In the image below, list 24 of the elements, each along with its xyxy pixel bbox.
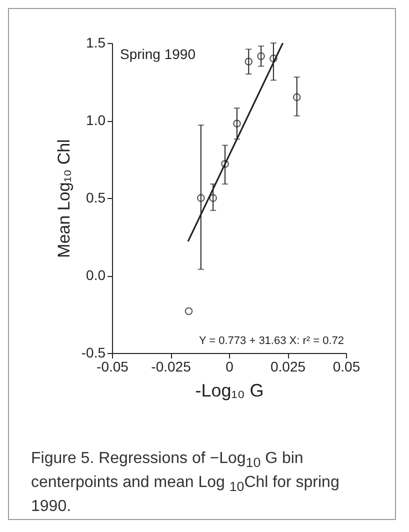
y-tick-label: 1.0 — [86, 112, 106, 128]
x-tick-label: -0.05 — [96, 358, 129, 374]
y-tick-label: 0.0 — [86, 267, 106, 283]
point — [209, 194, 218, 202]
y-tick-label: 1.5 — [86, 34, 106, 50]
point — [184, 307, 193, 316]
point — [196, 194, 205, 202]
x-tick-label: 0.025 — [270, 358, 306, 374]
text: Figure 5. Regressions of −Log$_{10}$ G bin centerpoints and mean Log $_{10}$Chl for spring 1990. — [31, 450, 340, 516]
x-tick-label: -0.025 — [151, 358, 192, 374]
y-tick-label: 0.5 — [86, 190, 106, 206]
point — [292, 93, 301, 102]
annotation: Spring 1990 — [120, 46, 196, 62]
x-axis-title: -Log₁₀ G — [195, 380, 264, 400]
annotation: Y = 0.773 + 31.63 X: r² = 0.72 — [198, 335, 344, 347]
point — [233, 120, 241, 128]
point — [270, 54, 278, 62]
point — [221, 160, 229, 168]
y-tick-label: -0.5 — [81, 344, 106, 360]
x-tick-label: 0 — [226, 358, 234, 374]
y-axis-title: Mean Log₁₀ Chl — [54, 139, 74, 258]
x-tick-label: 0.05 — [332, 358, 360, 374]
point — [257, 52, 266, 60]
point — [244, 58, 253, 66]
